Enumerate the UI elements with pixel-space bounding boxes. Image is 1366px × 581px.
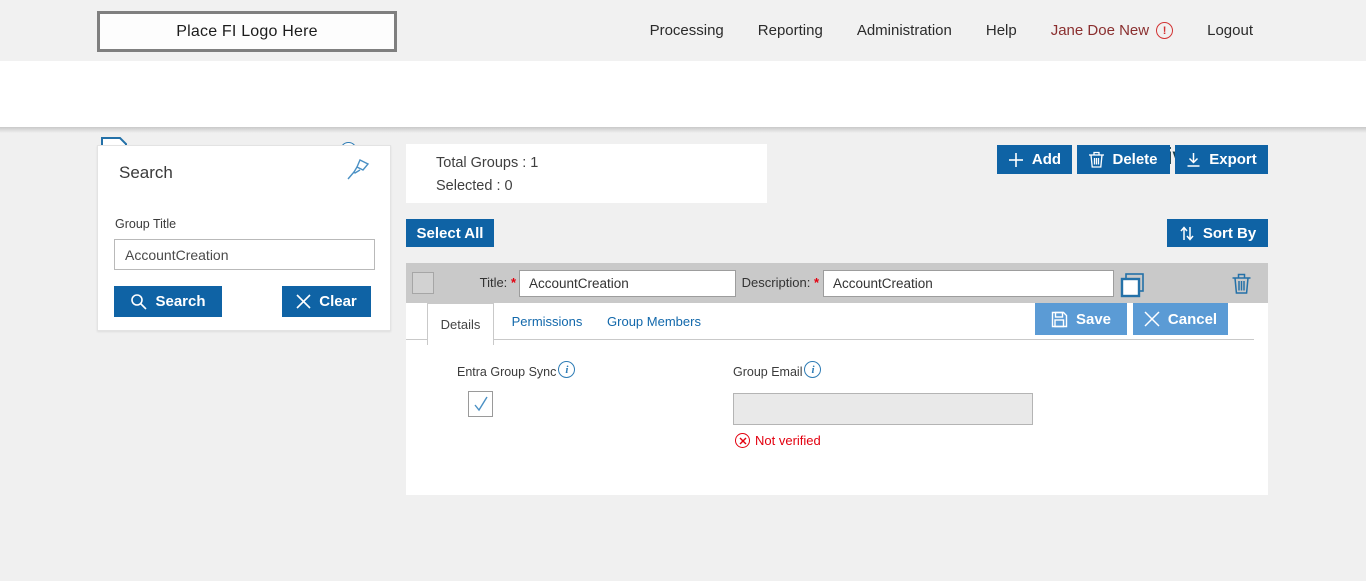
save-button-label: Save: [1075, 310, 1112, 328]
group-edit-panel: Title: * Description: * Details Permissi…: [406, 263, 1268, 495]
plus-icon: [1008, 152, 1023, 167]
sort-arrows-icon: [1180, 225, 1194, 241]
add-button-label: Add: [1031, 151, 1062, 168]
total-groups-label: Total Groups : 1: [436, 155, 539, 171]
clear-button[interactable]: Clear: [282, 286, 371, 317]
sort-by-label: Sort By: [1202, 224, 1257, 242]
header-divider: [0, 127, 1366, 133]
add-button[interactable]: Add: [997, 145, 1072, 174]
group-title-label: Group Title: [115, 217, 177, 231]
title-label-text: Title:: [479, 275, 508, 290]
not-verified-label: Not verified: [755, 433, 821, 448]
title-required-marker: *: [510, 275, 516, 290]
search-panel-title: Search: [119, 163, 173, 182]
pin-icon[interactable]: [346, 156, 372, 187]
delete-button[interactable]: Delete: [1077, 145, 1170, 174]
group-email-label-text: Group Email: [733, 365, 803, 379]
alert-exclamation-icon: !: [1156, 22, 1174, 39]
description-required-marker: *: [813, 275, 819, 290]
copy-icon[interactable]: [1119, 271, 1147, 306]
checkmark-icon: [473, 396, 488, 412]
cancel-button[interactable]: Cancel: [1133, 303, 1228, 335]
tab-details[interactable]: Details: [427, 303, 494, 345]
page-header: Group Maintenance i Kinective Sign: [0, 61, 1366, 169]
entra-label-text: Entra Group Sync: [457, 365, 557, 379]
save-button[interactable]: Save: [1035, 303, 1127, 335]
nav-reporting[interactable]: Reporting: [757, 22, 823, 39]
cancel-x-icon: [1144, 311, 1160, 327]
cancel-button-label: Cancel: [1167, 310, 1218, 328]
export-button[interactable]: Export: [1175, 145, 1268, 174]
entra-group-sync-label: Entra Group Sync i: [457, 361, 576, 379]
entra-info-icon[interactable]: i: [558, 361, 576, 378]
top-bar: Place FI Logo Here Processing Reporting …: [0, 0, 1366, 61]
nav-logout[interactable]: Logout: [1207, 22, 1253, 39]
group-row-header: Title: * Description: *: [406, 263, 1268, 303]
description-field-label: Description: *: [741, 275, 819, 290]
tab-strip: Details Permissions Group Members: [406, 303, 1254, 345]
search-button[interactable]: Search: [114, 286, 222, 317]
trash-icon: [1089, 151, 1105, 168]
entra-group-sync-checkbox[interactable]: [468, 391, 493, 417]
description-input[interactable]: [823, 270, 1114, 297]
row-delete-icon[interactable]: [1232, 272, 1251, 300]
sort-by-button[interactable]: Sort By: [1167, 219, 1268, 247]
nav-help[interactable]: Help: [985, 22, 1017, 39]
description-label-text: Description:: [741, 275, 811, 290]
delete-button-label: Delete: [1112, 151, 1158, 168]
group-title-input[interactable]: [114, 239, 375, 270]
fi-logo-placeholder: Place FI Logo Here: [97, 11, 397, 52]
group-email-info-icon[interactable]: i: [804, 361, 822, 378]
close-icon: [296, 294, 311, 309]
title-input[interactable]: [519, 270, 736, 297]
group-email-label: Group Email i: [733, 361, 822, 379]
not-verified-x-icon: [735, 433, 750, 448]
nav-processing[interactable]: Processing: [649, 22, 724, 39]
download-icon: [1187, 152, 1200, 167]
email-not-verified-status: Not verified: [735, 433, 821, 448]
nav-user-menu[interactable]: Jane Doe New !: [1050, 22, 1174, 39]
title-field-label: Title: *: [476, 275, 516, 290]
stats-box: Total Groups : 1 Selected : 0: [406, 144, 767, 203]
save-floppy-icon: [1051, 311, 1068, 327]
select-all-button[interactable]: Select All: [406, 219, 494, 247]
user-name-label: Jane Doe New: [1050, 22, 1150, 39]
tab-group-members[interactable]: Group Members: [607, 314, 701, 329]
search-icon: [131, 294, 148, 310]
search-button-label: Search: [155, 293, 206, 310]
group-email-input: [733, 393, 1033, 425]
nav-administration[interactable]: Administration: [856, 22, 952, 39]
select-all-label: Select All: [416, 224, 484, 242]
export-button-label: Export: [1209, 151, 1257, 168]
search-panel: Search Group Title Search Clear: [97, 145, 391, 331]
selected-count-label: Selected : 0: [436, 178, 513, 194]
row-checkbox[interactable]: [412, 272, 434, 294]
tab-permissions[interactable]: Permissions: [511, 314, 583, 329]
main-nav: Processing Reporting Administration Help…: [650, 0, 1253, 61]
clear-button-label: Clear: [319, 293, 357, 310]
